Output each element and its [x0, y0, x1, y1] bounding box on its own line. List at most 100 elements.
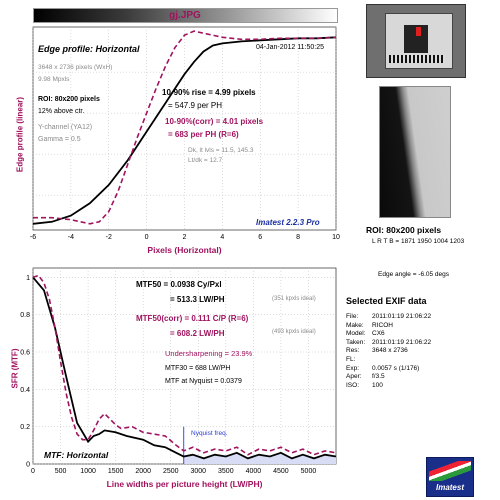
edge-x-tick-label: 4	[220, 234, 224, 241]
roi-coords: L R T B = 1871 1950 1004 1203	[372, 238, 465, 245]
edge-rise-corr: 10-90%(corr) = 4.01 pixels	[165, 117, 264, 126]
mtf-y-tick-label: 0.8	[20, 312, 30, 319]
exif-key: Make:	[346, 321, 364, 329]
edge-channel: Y-channel (YA12)	[38, 124, 93, 131]
edge-above: 12% above ctr.	[38, 108, 85, 115]
mtf-ticks: 0 500 1000 1500 2000 2500 3000 3500 4000 4500 5000…	[20, 275, 316, 475]
exif-key: Model:	[346, 330, 366, 338]
mtf-x-tick-label: 2500	[163, 468, 179, 475]
edge-ylabel: Edge profile (linear)	[15, 96, 25, 173]
page-title: gj.JPG	[169, 10, 201, 21]
edge-profile-line	[32, 36, 337, 225]
edge-rise: 10-90% rise = 4.99 pixels	[162, 88, 256, 97]
exif-value: 3648 x 2736	[372, 347, 408, 355]
edge-rise-ph: = 547.9 per PH	[168, 101, 223, 110]
edge-grid	[32, 26, 337, 231]
edge-size: 3648 x 2736 pixels (WxH)	[38, 64, 113, 71]
mtf-undersharpening: Undersharpening = 23.9%	[165, 349, 253, 358]
mtf-plot-frame	[32, 267, 337, 465]
edge-timestamp: 04-Jan-2012 11:50:25	[256, 44, 324, 51]
mtf-x-tick-label: 3000	[190, 468, 206, 475]
exif-key: Taken:	[346, 338, 366, 346]
mtf-x-tick-label: 5000	[301, 468, 317, 475]
mtf-50-lw: = 513.3 LW/PH	[170, 295, 225, 304]
mtf-50-ideal: (351 kpxls ideal)	[272, 296, 316, 302]
mtf-x-tick-label: 3500	[218, 468, 234, 475]
mtf-lines	[32, 274, 337, 464]
exif-value: RICOH	[372, 321, 393, 329]
thumbnail-roi-marker	[416, 27, 421, 36]
edge-roi: ROI: 80x200 pixels	[38, 96, 100, 103]
mtf-y-tick-label: 0.2	[20, 424, 30, 431]
mtf-x-tick-label: 4500	[273, 468, 289, 475]
mtf-chart-title: MTF: Horizontal	[44, 450, 109, 460]
mtf-50: MTF50 = 0.0938 Cy/Pxl	[136, 280, 222, 289]
exif-key: Aper:	[346, 373, 362, 381]
logo-stripes	[429, 461, 471, 481]
exif-row: Exp: 0.0057 s (1/176)	[346, 365, 486, 374]
exif-key: Exp:	[346, 364, 360, 372]
roi-label: ROI: 80x200 pixels	[366, 225, 442, 235]
thumbnail-bars	[389, 55, 445, 63]
tone-gradient-bar	[33, 8, 338, 23]
exif-value: f/3.5	[372, 373, 385, 381]
edge-lines	[32, 30, 337, 225]
exif-table: File: 2011:01:19 21:06:22 Make: RICOH Mode…	[346, 313, 486, 390]
mtf-x-tick-label: 2000	[135, 468, 151, 475]
edge-x-tick-label: 8	[296, 234, 300, 241]
exif-row: Model: CX6	[346, 330, 486, 339]
edge-x-tick-label: 2	[183, 234, 187, 241]
roi-crop-image	[379, 86, 451, 218]
edge-lt-dk: Lt/dk = 12.7	[188, 157, 223, 164]
exif-row: FL:	[346, 356, 486, 365]
exif-row: ISO: 100	[346, 382, 486, 391]
mtf-ylabel: SFR (MTF)	[10, 348, 20, 389]
mtf-line	[32, 276, 337, 460]
mtf-y-tick-label: 1	[26, 275, 30, 282]
edge-x-tick-label: -2	[106, 234, 112, 241]
edge-mpxls: 9.98 Mpxls	[38, 76, 70, 83]
edge-xlabel: Pixels (Horizontal)	[147, 245, 222, 255]
exif-row: Res: 3648 x 2736	[346, 347, 486, 356]
mtf-grid	[32, 267, 337, 465]
exif-row: Make: RICOH	[346, 322, 486, 331]
edge-rise-corr-ph: = 683 per PH (R=6)	[168, 130, 239, 139]
mtf-x-tick-label: 0	[31, 468, 35, 475]
mtf-50-corr-lw: = 608.2 LW/PH	[170, 329, 225, 338]
mtf-x-tick-label: 4000	[246, 468, 262, 475]
edge-chart-title: Edge profile: Horizontal	[38, 44, 140, 54]
mtf-x-tick-label: 500	[55, 468, 67, 475]
exif-value: 2011:01:19 21:06:22	[372, 338, 432, 346]
exif-row: File: 2011:01:19 21:06:22	[346, 313, 486, 322]
edge-x-tick-label: 0	[145, 234, 149, 241]
exif-key: ISO:	[346, 381, 360, 389]
mtf-y-tick-label: 0.6	[20, 350, 30, 357]
mtf-x-tick-label: 1000	[80, 468, 96, 475]
exif-title: Selected EXIF data	[346, 296, 427, 306]
edge-x-tick-label: -6	[30, 234, 36, 241]
mtf-50-corr-ideal: (493 kpxls ideal)	[272, 329, 316, 335]
logo-text: Imatest	[435, 483, 464, 492]
mtf-y-tick-label: 0	[26, 462, 30, 469]
exif-value: 0.0057 s (1/176)	[372, 364, 420, 372]
mtf-nyquist-label: Nyquist freq.	[191, 430, 228, 437]
edge-x-tick-label: 10	[332, 234, 340, 241]
mtf-50-corr: MTF50(corr) = 0.111 C/P (R=6)	[136, 314, 249, 323]
mtf-corr-line	[32, 274, 337, 456]
exif-value: CX6	[372, 330, 385, 338]
chart-thumbnail	[366, 4, 466, 78]
edge-ticks: -6 -4 -2 0 2 4 6 8 10	[30, 234, 340, 241]
edge-brand: Imatest 2.2.3 Pro	[256, 218, 320, 227]
edge-dk-lt: Dk, lt lvls = 11.5, 145.3	[188, 147, 254, 154]
mtf-x-tick-label: 1500	[108, 468, 124, 475]
exif-row: Taken: 2011:01:19 21:06:22	[346, 339, 486, 348]
edge-x-tick-label: 6	[258, 234, 262, 241]
mtf-30: MTF30 = 688 LW/PH	[165, 365, 231, 372]
mtf-nyquist-value: MTF at Nyquist = 0.0379	[165, 378, 242, 385]
edge-gamma: Gamma = 0.5	[38, 136, 81, 143]
edge-x-tick-label: -4	[68, 234, 74, 241]
mtf-above-nyquist-fill	[183, 452, 336, 464]
edge-angle: Edge angle = -6.05 degs	[378, 271, 450, 278]
exif-key: FL:	[346, 355, 356, 363]
